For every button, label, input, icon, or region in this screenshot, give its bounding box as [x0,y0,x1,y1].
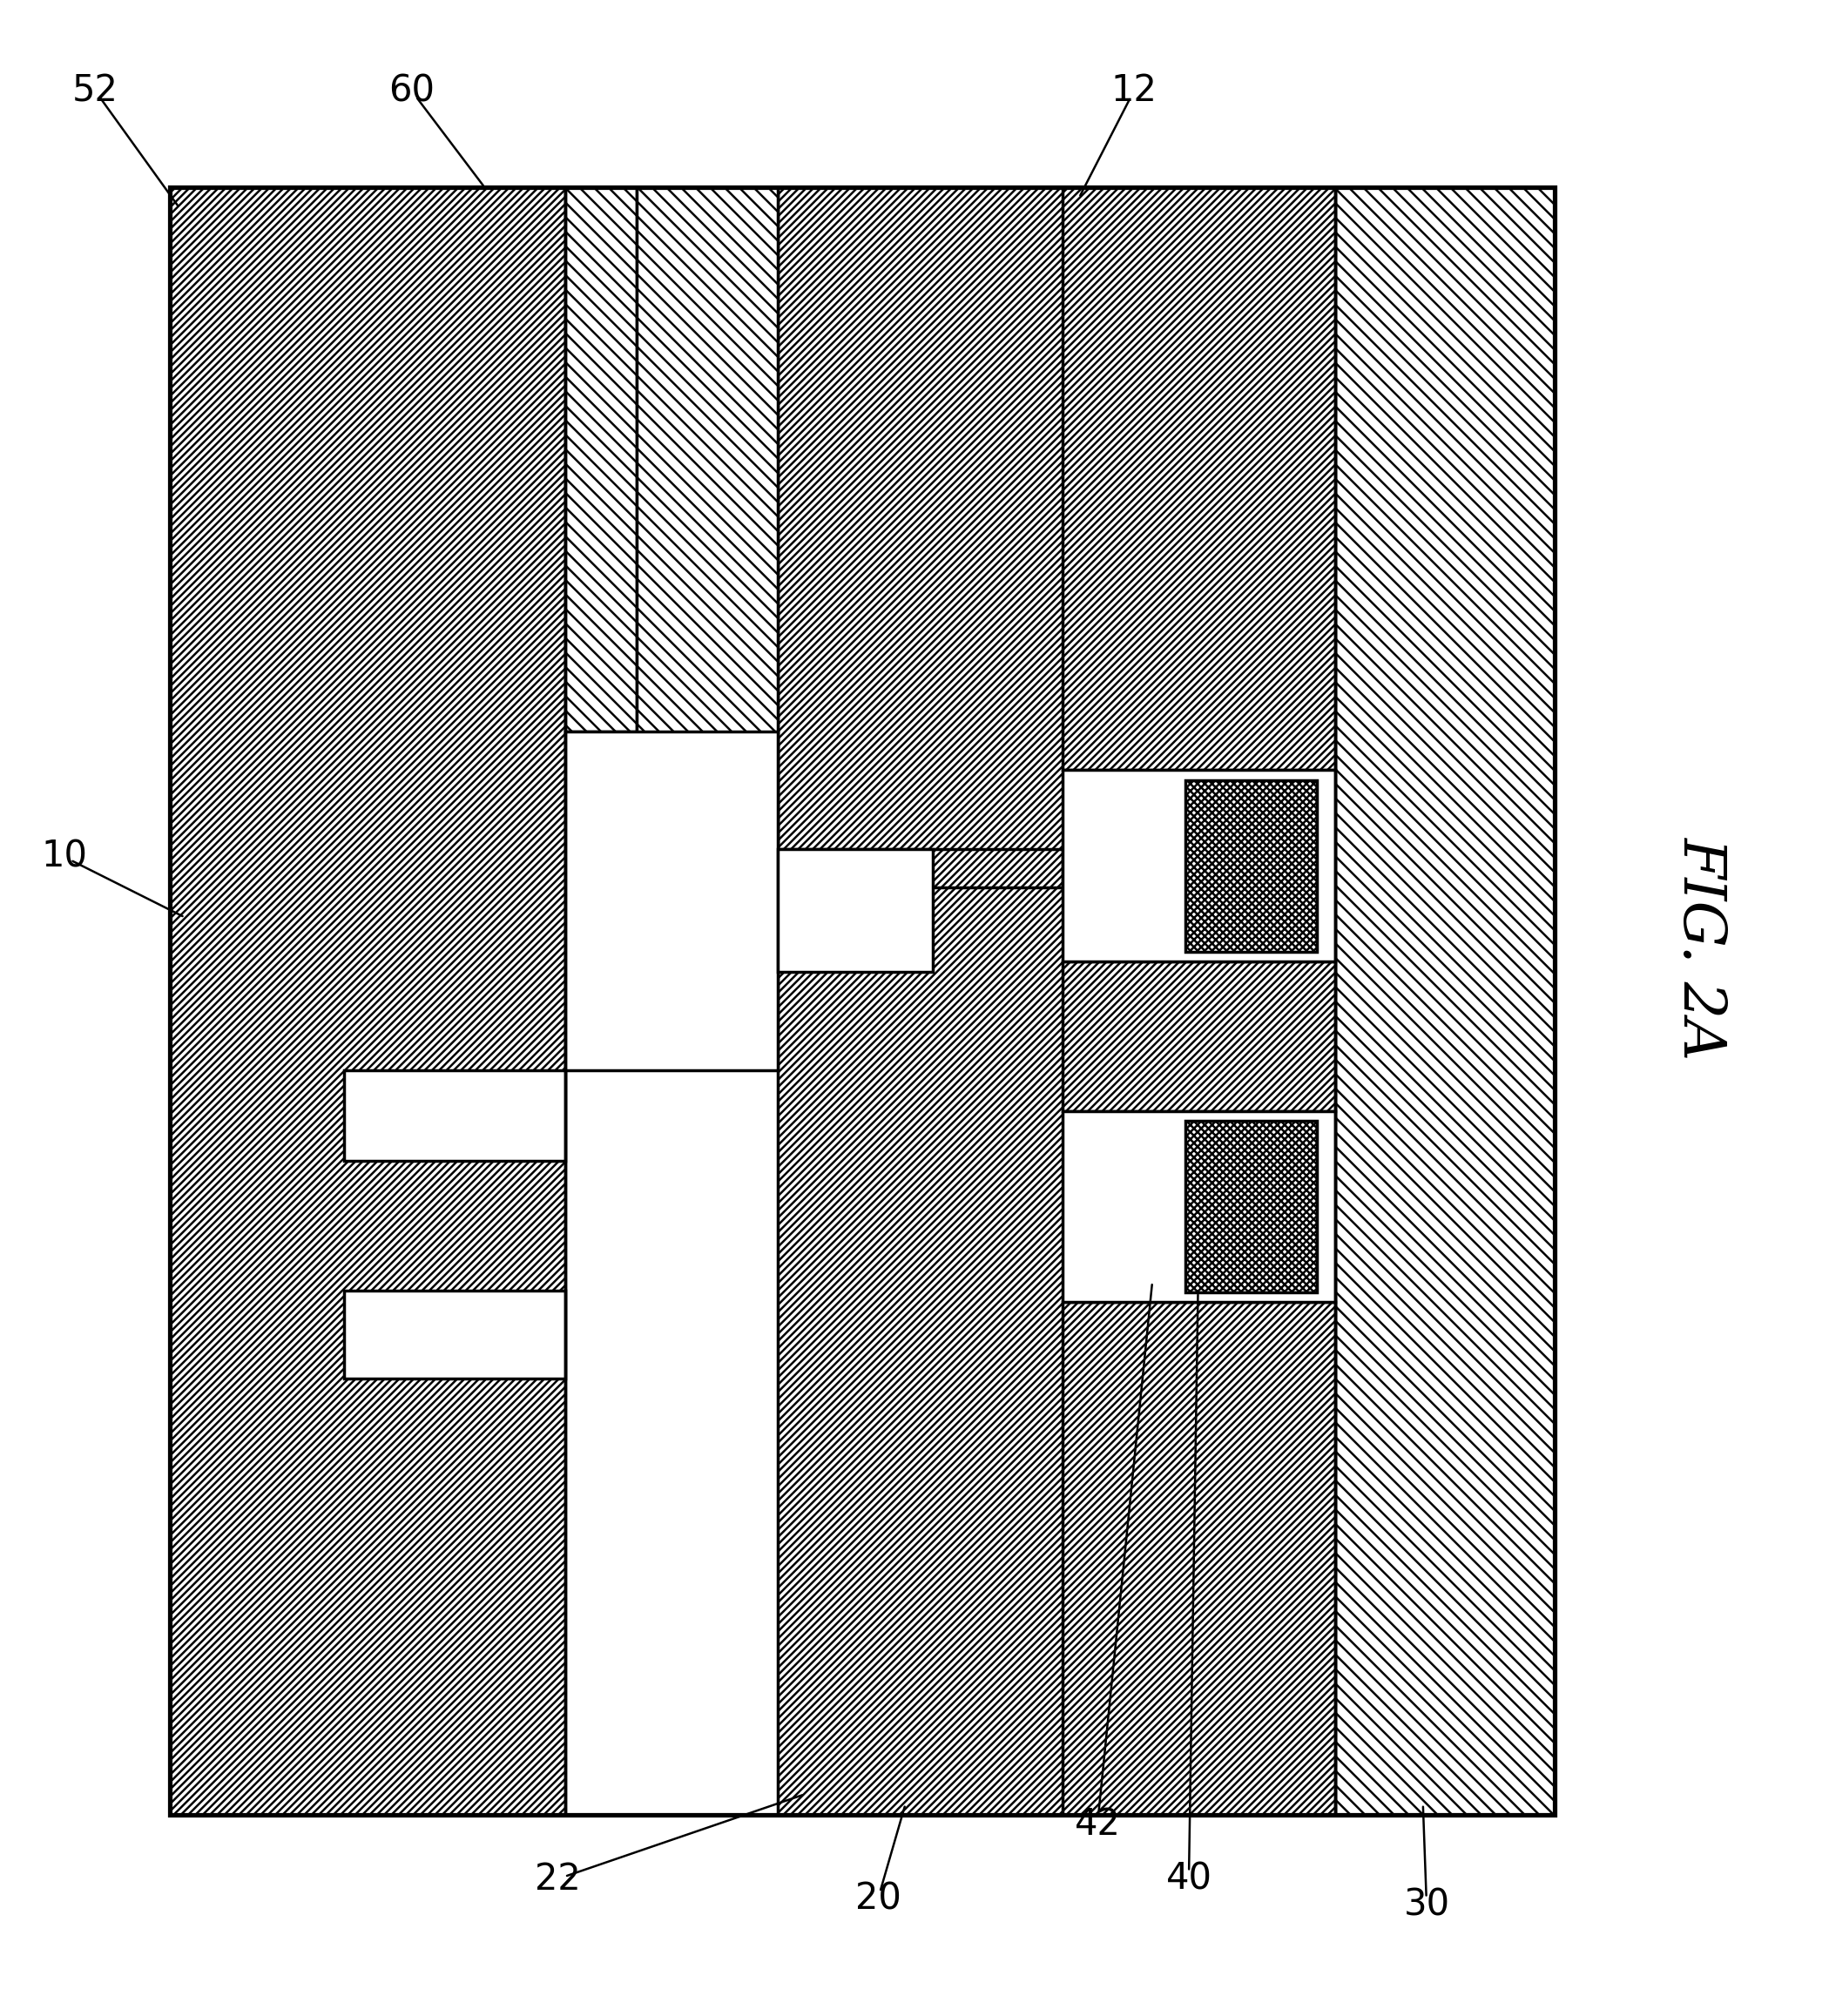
Text: 30: 30 [1403,1887,1450,1923]
Bar [777,849,1063,887]
Text: 22: 22 [534,1861,582,1897]
Bar [565,732,777,1070]
Bar [1185,780,1317,952]
Bar [777,849,933,972]
Bar [565,187,636,732]
Text: 52: 52 [71,73,119,109]
Text: 42: 42 [1074,1806,1121,1843]
Text: 40: 40 [1165,1861,1213,1897]
Text: 60: 60 [388,73,435,109]
Bar [636,187,777,849]
Bar [170,187,1555,1814]
Bar [777,187,1335,1814]
Text: 10: 10 [40,839,88,875]
Bar [636,849,777,972]
Bar [1063,962,1335,1111]
Bar [1063,187,1335,770]
Text: FIG. 2A: FIG. 2A [1672,837,1730,1058]
Bar [344,1290,565,1379]
Bar [1063,1111,1335,1302]
Bar [344,1070,565,1161]
Bar [1063,1302,1335,1814]
Bar [1185,1121,1317,1292]
Text: 12: 12 [1110,73,1158,109]
Bar [1335,187,1555,1814]
Bar [1063,770,1335,962]
Text: 20: 20 [854,1881,902,1917]
Bar [170,187,565,1814]
